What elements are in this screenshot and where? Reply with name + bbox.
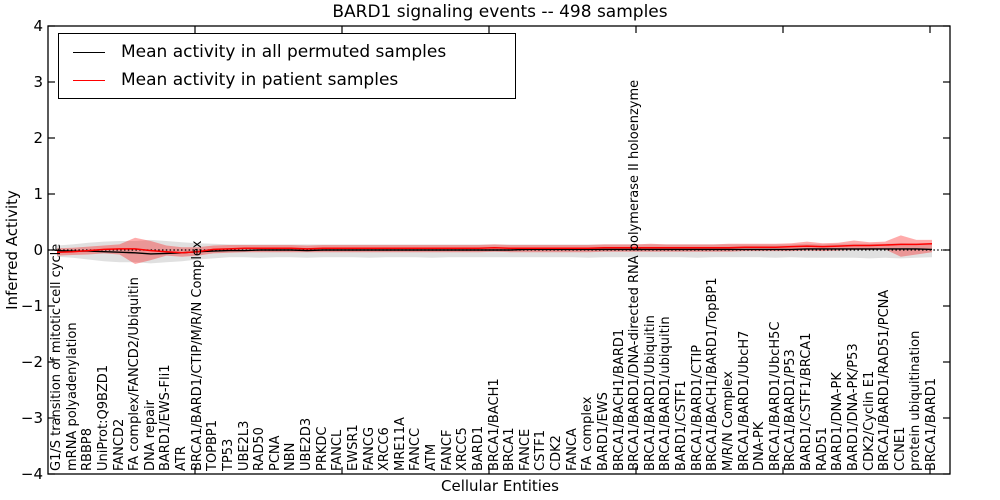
chart-title: BARD1 signaling events -- 498 samples [332,2,668,22]
y-tick-label: 0 [33,241,43,259]
x-tick-label: MRE11A [392,417,408,471]
x-axis-label: Cellular Entities [441,477,559,495]
x-tick-label: BRCA1/BARD1/Ubiquitin [642,315,658,471]
x-tick-label: BRCA1/BARD1/UbcH7 [736,330,752,471]
x-tick-label: FANCC [408,427,424,471]
x-tick-label: TOPBP1 [205,419,221,471]
x-tick-label: BRCA1/BARD1/RAD51/PCNA [877,289,893,471]
x-tick-label: BARD1 [470,425,486,471]
y-tick-label: 2 [33,129,43,147]
x-tick-label: BRCA1/BACH1/BARD1 [611,328,627,471]
x-tick-label: DNA repair [142,400,158,471]
x-tick-label: RAD50 [252,427,268,471]
y-tick-label: 3 [33,73,43,91]
x-tick-label: G1/S transition of mitotic cell cycle [49,243,64,471]
y-tick-label: −3 [20,409,43,427]
x-tick-label: FANCF [439,429,455,471]
x-tick-label: FA complex [580,396,596,471]
y-tick-label: −1 [20,297,43,315]
y-tick-label: 1 [33,185,43,203]
x-tick-label: BARD1/DNA-PK/P53 [845,343,861,471]
x-tick-label: UBE2L3 [236,420,252,471]
legend-line-patient-icon [73,79,105,81]
x-tick-label: PRKDC [314,426,330,471]
x-tick-label: ATR [174,446,189,471]
x-tick-label: NBN [283,442,299,471]
x-tick-label: XRCC5 [455,427,471,471]
x-tick-label: BRCA1/BARD1/UbcH5C [767,321,783,471]
x-tick-label: FANCG [361,426,377,471]
x-tick-label: BRCA1/BARD1/CTIP/M/R/N Complex [189,240,205,471]
x-tick-label: BARD1/CSTF1 [674,380,689,471]
legend-label-patient: Mean activity in patient samples [121,70,399,90]
x-tick-label: UBE2D3 [299,417,314,471]
x-tick-label: XRCC6 [377,427,393,471]
x-tick-label: BRCA1/BACH1/BARD1/TopBP1 [705,277,721,471]
x-tick-label: BARD1/EWS [595,392,611,471]
x-tick-label: PCNA [267,435,283,471]
x-tick-label: BARD1/EWS-Fli1 [158,364,174,472]
x-tick-label: BRCA1/BARD1/ubiquitin [658,316,674,471]
x-tick-label: mRNA polyadenylation [64,322,80,471]
x-tick-label: CDK2 [549,435,564,471]
x-tick-label: CSTF1 [533,429,549,471]
x-tick-label: BRCA1/BARD1/DNA-directed RNA polymerase … [627,79,643,471]
x-tick-label: M/R/N Complex [720,371,736,471]
legend-label-permuted: Mean activity in all permuted samples [121,42,447,62]
x-tick-label: TP53 [220,438,236,471]
x-tick-label: FANCD2 [111,418,127,471]
x-tick-label: BARD1/DNA-PK [830,372,846,471]
x-tick-label: protein ubiquitination [908,330,924,471]
x-tick-label: FA complex/FANCD2/Ubiquitin [127,277,143,471]
x-tick-label: EWSR1 [345,424,361,471]
x-tick-label: BARD1/CSTF1/BRCA1 [799,332,814,471]
x-tick-label: BRCA1/BACH1 [486,378,502,471]
legend-item-patient: Mean activity in patient samples [59,69,515,91]
y-tick-label: −2 [20,353,43,371]
legend-line-permuted-icon [73,51,105,53]
x-tick-label: CCNE1 [892,426,908,471]
x-tick-label: ATM [424,443,439,471]
x-tick-label: BRCA1/BARD1/P53 [783,349,799,471]
x-tick-label: FANCL [330,429,346,471]
y-tick-label: −4 [20,465,43,483]
x-tick-label: RAD51 [814,427,830,471]
legend: Mean activity in all permuted samples Me… [58,33,516,99]
x-tick-label: BRCA1/BARD1/CTIP [689,344,705,471]
x-tick-label: RBBP8 [80,428,96,471]
y-tick-label: 4 [33,17,43,35]
x-tick-label: DNA-PK [752,421,768,471]
legend-item-permuted: Mean activity in all permuted samples [59,41,515,63]
x-tick-label: FANCA [564,428,580,471]
x-tick-label: CDK2/Cyclin E1 [861,370,877,471]
x-tick-label: UniProt:Q9BZD1 [95,364,111,471]
x-tick-label: BRCA1/BARD1 [924,377,939,471]
x-tick-label: FANCE [517,428,533,471]
x-tick-label: BRCA1 [502,427,518,471]
